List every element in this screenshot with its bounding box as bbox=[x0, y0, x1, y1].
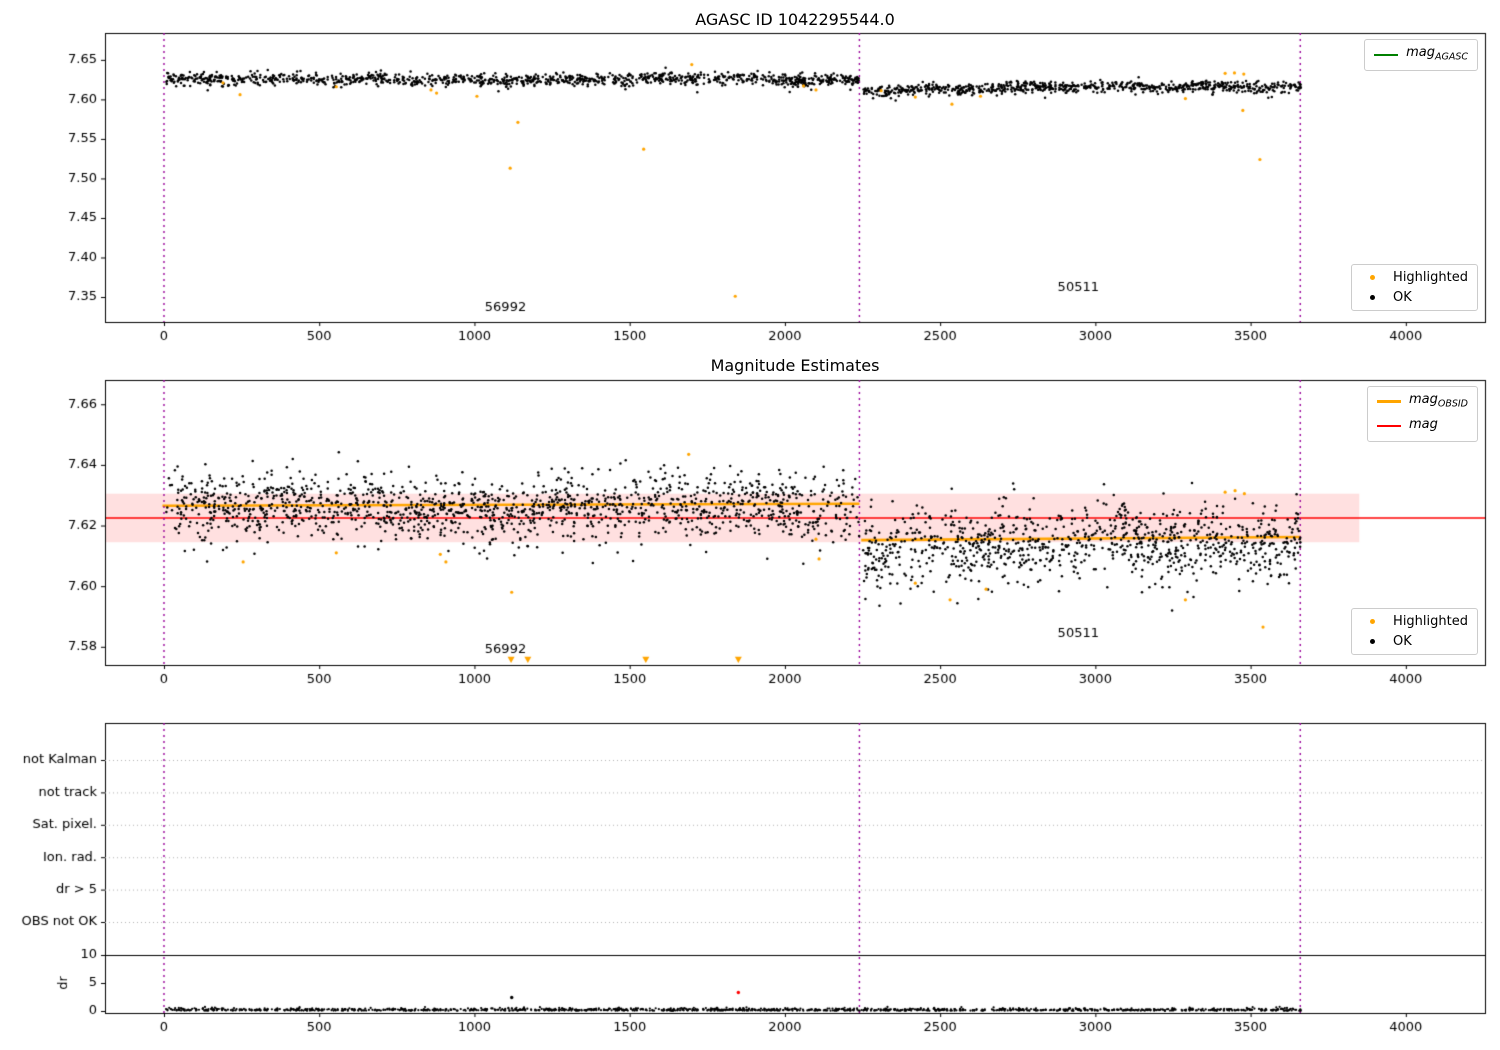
ok-marker-sample bbox=[1370, 639, 1376, 644]
legend-label-highlighted: Highlighted bbox=[1393, 614, 1468, 629]
legend-label-main: mag bbox=[1408, 416, 1438, 432]
plot2-legend-lines: magOBSID mag bbox=[1366, 386, 1478, 443]
highlighted-marker-sample bbox=[1370, 275, 1376, 280]
legend-entry-mag-agasc: magAGASC bbox=[1374, 45, 1468, 65]
plot1-title: AGASC ID 1042295544.0 bbox=[695, 10, 895, 29]
mag-obsid-line-sample bbox=[1376, 400, 1401, 404]
legend-entry-mag-obsid: magOBSID bbox=[1376, 392, 1468, 412]
legend-entry-highlighted: Highlighted bbox=[1361, 270, 1468, 285]
legend-entry-highlighted: Highlighted bbox=[1361, 614, 1468, 629]
legend-label-ok: OK bbox=[1393, 290, 1412, 305]
legend-label-ok: OK bbox=[1393, 634, 1412, 649]
legend-label-highlighted: Highlighted bbox=[1393, 270, 1468, 285]
plot2-legend-markers: Highlighted OK bbox=[1351, 608, 1478, 655]
legend-entry-ok: OK bbox=[1361, 290, 1468, 305]
plot1-legend-markers: Highlighted OK bbox=[1351, 264, 1478, 311]
plot2-title: Magnitude Estimates bbox=[710, 356, 880, 375]
legend-label-mag-obsid: magOBSID bbox=[1409, 392, 1468, 412]
legend-label-main: mag bbox=[1408, 392, 1438, 407]
legend-label-mag: mag bbox=[1409, 417, 1438, 437]
legend-entry-mag: mag bbox=[1376, 417, 1468, 437]
mag-agasc-line-sample bbox=[1374, 53, 1399, 56]
mag-line-sample bbox=[1376, 425, 1401, 428]
plot1-legend-lines: magAGASC bbox=[1364, 39, 1478, 71]
ok-marker-sample bbox=[1370, 295, 1376, 300]
legend-label-mag-agasc: magAGASC bbox=[1406, 45, 1468, 65]
legend-label-main: mag bbox=[1406, 45, 1435, 60]
legend-entry-ok: OK bbox=[1361, 634, 1468, 649]
legend-label-sub: AGASC bbox=[1434, 51, 1468, 63]
highlighted-marker-sample bbox=[1370, 619, 1376, 624]
legend-label-sub: OBSID bbox=[1437, 398, 1468, 410]
